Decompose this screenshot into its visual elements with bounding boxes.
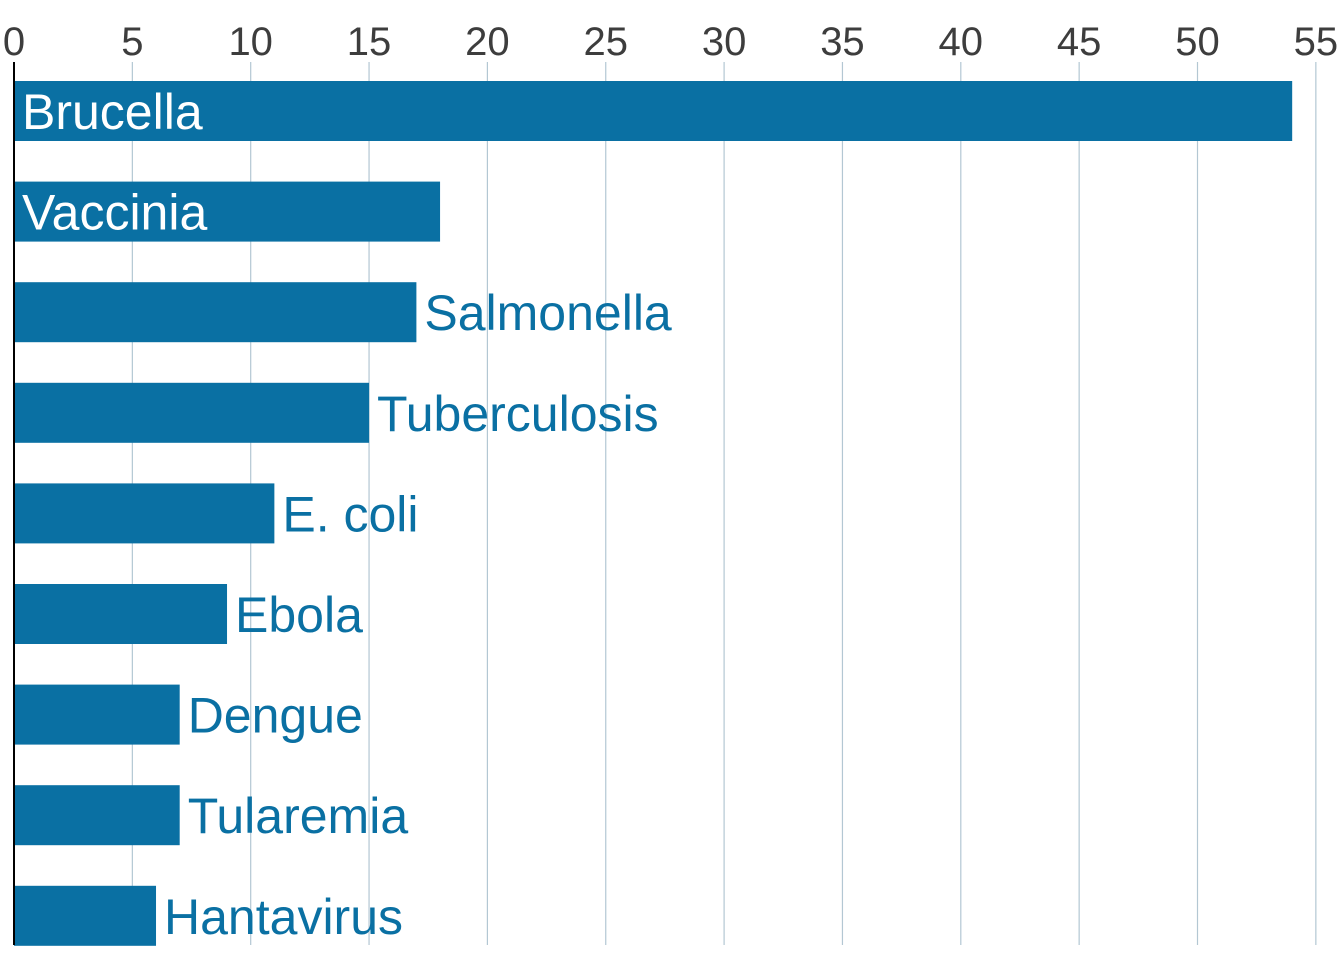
bar-label: Brucella	[22, 84, 203, 140]
bar-label: Hantavirus	[164, 889, 403, 945]
bar	[14, 684, 180, 745]
bar-label: Salmonella	[424, 285, 672, 341]
x-tick-label: 30	[702, 20, 747, 64]
x-tick-label: 15	[347, 20, 392, 64]
x-tick-label: 45	[1057, 20, 1102, 64]
x-tick-label: 40	[939, 20, 984, 64]
bar-label: Vaccinia	[22, 185, 207, 241]
bars: Brucella Vaccinia Salmonella Tuberculosis E.…	[14, 81, 1293, 946]
x-axis-ticks: 0 5 10 15 20 25 30 35 40 45 50 55	[3, 20, 1338, 64]
x-tick-label: 55	[1294, 20, 1339, 64]
bar	[14, 785, 180, 846]
bar	[14, 584, 228, 644]
x-tick-label: 5	[121, 20, 143, 64]
bar	[14, 282, 417, 343]
bar	[14, 885, 157, 946]
bar-label: Ebola	[235, 587, 363, 643]
bar	[14, 483, 275, 544]
bar-label: Tuberculosis	[377, 386, 659, 442]
bar-label: Dengue	[188, 688, 363, 744]
x-tick-label: 0	[3, 20, 25, 64]
x-tick-label: 50	[1175, 20, 1220, 64]
x-tick-label: 10	[228, 20, 273, 64]
x-tick-label: 25	[584, 20, 629, 64]
x-tick-label: 35	[820, 20, 865, 64]
bar	[14, 382, 370, 443]
bar-label: Tularemia	[188, 788, 409, 844]
bar-label: E. coli	[282, 486, 418, 542]
x-tick-label: 20	[465, 20, 510, 64]
bar	[14, 181, 441, 242]
bar	[14, 81, 1293, 141]
